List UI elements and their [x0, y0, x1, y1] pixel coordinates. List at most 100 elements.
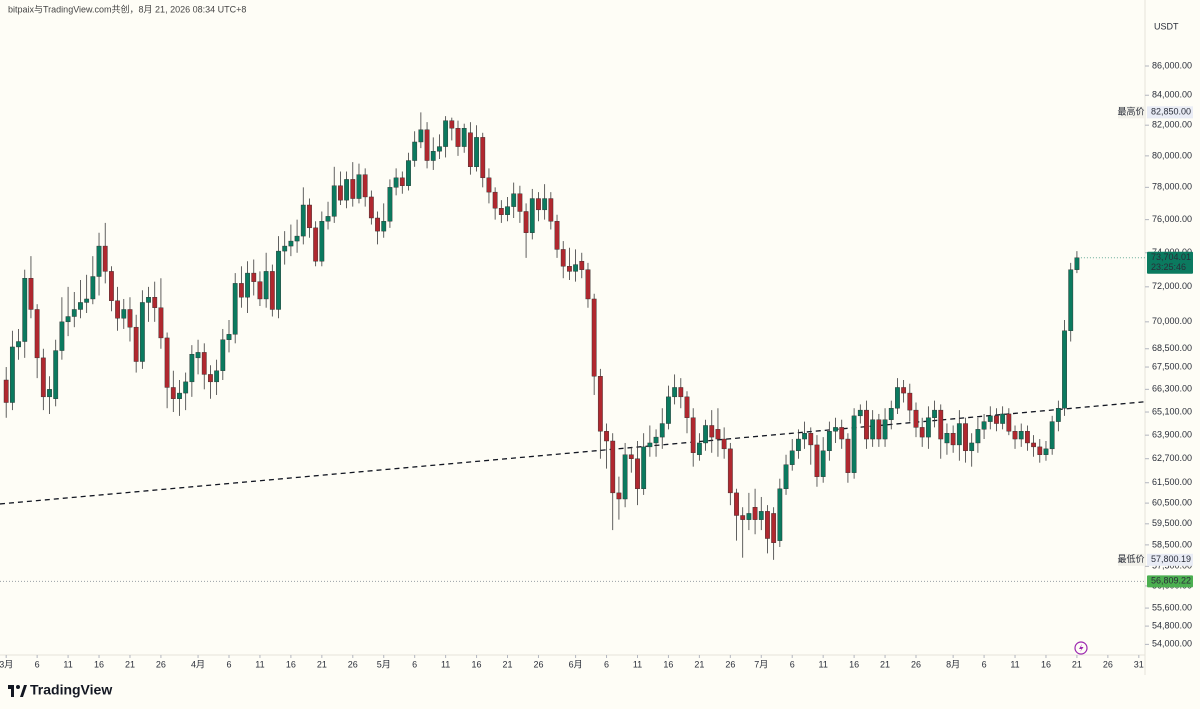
- candle-body: [313, 227, 319, 262]
- candle-body: [963, 423, 968, 452]
- x-tick-label: 6: [35, 659, 40, 669]
- candle-body: [133, 326, 139, 362]
- y-tick-label: 54,800.00: [1152, 620, 1192, 630]
- candle-body: [919, 427, 925, 438]
- candle-body: [864, 409, 869, 440]
- x-tick-label: 26: [725, 659, 735, 669]
- candle-body: [542, 198, 548, 211]
- x-tick-label: 16: [286, 659, 296, 669]
- last-price-tag: [1147, 251, 1193, 274]
- x-tick-label: 31: [1134, 659, 1144, 669]
- x-tick-label: 11: [63, 659, 72, 669]
- candle-body: [232, 283, 238, 335]
- candle-body: [177, 392, 182, 399]
- x-tick-label: 3月: [0, 659, 13, 669]
- y-tick-label: 61,500.00: [1152, 477, 1192, 487]
- candle-body: [950, 433, 956, 446]
- candle-body: [727, 448, 733, 494]
- candle-body: [659, 423, 665, 438]
- x-tick-label: 16: [1041, 659, 1051, 669]
- y-tick-label: 65,100.00: [1152, 406, 1192, 416]
- high-tag-bg: [1118, 106, 1145, 119]
- candle-body: [375, 217, 380, 232]
- x-tick-label: 26: [348, 659, 358, 669]
- x-tick-label: 21: [503, 659, 513, 669]
- candle-body: [684, 396, 690, 418]
- y-tick-label: 67,500.00: [1152, 361, 1192, 371]
- y-tick-label: 62,700.00: [1152, 453, 1192, 463]
- candle-body: [1037, 446, 1043, 455]
- x-tick-label: 4月: [191, 659, 205, 669]
- candle-body: [115, 300, 120, 319]
- last-price-value: 73,704.01: [1151, 252, 1191, 262]
- candle-body: [356, 174, 362, 199]
- candle-body: [573, 264, 578, 272]
- candle-body: [251, 272, 257, 282]
- candle-body: [715, 429, 721, 440]
- candle-body: [956, 423, 962, 446]
- candle-body: [826, 431, 832, 452]
- y-tick-label: 63,900.00: [1152, 430, 1192, 440]
- x-tick-label: 6: [604, 659, 609, 669]
- x-tick-label: 26: [1103, 659, 1113, 669]
- candle-body: [443, 120, 449, 147]
- candle-body: [139, 302, 145, 362]
- candle-body: [16, 341, 21, 348]
- candle-body: [208, 374, 213, 383]
- candle-body: [1018, 431, 1024, 440]
- x-tick-label: 21: [1072, 659, 1082, 669]
- x-tick-label: 8月: [946, 659, 960, 669]
- candle-body: [170, 387, 176, 399]
- x-tick-label: 11: [441, 659, 450, 669]
- candle-body: [882, 419, 888, 440]
- x-tick-label: 6月: [569, 659, 583, 669]
- y-tick-label: 80,000.00: [1152, 150, 1192, 160]
- candle-body: [1043, 448, 1049, 455]
- low-tag-bg: [1118, 553, 1145, 566]
- y-tick-label: 68,500.00: [1152, 343, 1192, 353]
- x-tick-label: 6: [412, 659, 417, 669]
- candle-body: [164, 337, 170, 388]
- candle-body: [474, 137, 479, 168]
- candle-body: [529, 198, 535, 233]
- candle-body: [696, 442, 702, 455]
- candle-body: [492, 191, 498, 209]
- candle-body: [907, 392, 913, 411]
- candle-body: [913, 409, 919, 428]
- candle-body: [269, 271, 275, 310]
- candle-body: [22, 278, 28, 342]
- candle-body: [238, 283, 244, 298]
- high-value-bg: [1147, 106, 1193, 119]
- candle-body: [467, 132, 473, 168]
- candle-body: [523, 211, 529, 233]
- candle-body: [1006, 413, 1012, 432]
- candle-body: [146, 297, 151, 303]
- candle-body: [690, 417, 696, 453]
- candle-body: [102, 245, 108, 272]
- brand-logo: [8, 685, 27, 697]
- candle-body: [319, 221, 325, 262]
- candle-body: [331, 185, 337, 217]
- candle-body: [796, 438, 801, 452]
- candle-body: [944, 433, 950, 444]
- high-value: 82,850.00: [1151, 107, 1191, 117]
- candle-body: [833, 427, 838, 432]
- candle-body: [84, 298, 90, 303]
- candle-body: [1000, 413, 1006, 424]
- y-tick-label: 58,500.00: [1152, 539, 1192, 549]
- candle-body: [486, 177, 492, 193]
- candle-body: [245, 272, 250, 298]
- candle-body: [771, 513, 777, 543]
- header: bitpaix与TradingView.com共创，8月 21, 2026 08…: [8, 3, 246, 14]
- x-tick-label: 16: [94, 659, 104, 669]
- low-value: 57,800.19: [1151, 554, 1191, 564]
- candle-body: [610, 440, 616, 494]
- alert-icon[interactable]: [1074, 641, 1088, 655]
- candle-body: [424, 129, 430, 161]
- x-tick-label: 11: [818, 659, 827, 669]
- candle-body: [461, 128, 467, 147]
- candle-body: [845, 438, 851, 473]
- candle-body: [437, 146, 442, 152]
- candle-body: [1062, 330, 1067, 409]
- x-tick-label: 21: [880, 659, 890, 669]
